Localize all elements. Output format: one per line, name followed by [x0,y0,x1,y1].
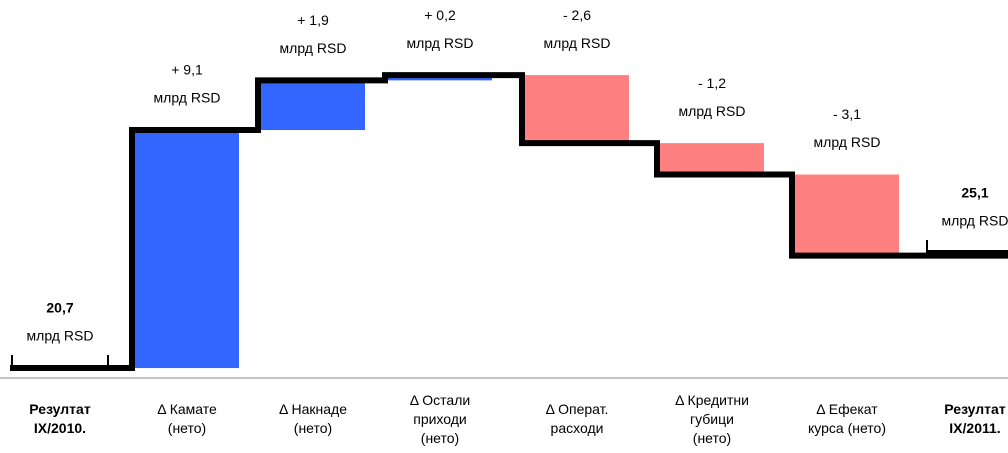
category-label: Резултат IX/2010. [29,401,91,436]
value-label: - 1,2 [698,75,726,91]
value-label: 20,7 [46,300,73,316]
unit-label: млрд RSD [27,328,94,344]
value-label: - 2,6 [563,7,591,23]
step-line [10,72,1008,372]
value-label: 25,1 [961,185,988,201]
bar [135,130,239,369]
category-label: Δ Накнаде (нето) [279,401,347,436]
bar [525,75,629,144]
bar [795,174,899,256]
bar [261,80,365,131]
value-label: + 0,2 [424,7,456,23]
value-label: + 9,1 [171,62,203,78]
category-label: Резултат IX/2011. [944,401,1006,436]
unit-label: млрд RSD [942,213,1008,229]
unit-label: млрд RSD [154,90,221,106]
unit-label: млрд RSD [814,134,881,150]
category-label: Δ Ефекат курса (нето) [807,401,886,436]
unit-label: млрд RSD [280,40,347,56]
unit-label: млрд RSD [679,103,746,119]
category-label: Δ Операт. расходи [545,401,609,436]
category-label: Δ Камате (нето) [157,401,217,436]
value-label: - 3,1 [833,106,861,122]
unit-label: млрд RSD [407,35,474,51]
value-label: + 1,9 [297,12,329,28]
category-label: Δ Кредитни губици (нето) [675,391,749,446]
category-label: Δ Остали приходи (нето) [409,391,471,446]
bar [660,143,764,175]
unit-label: млрд RSD [544,35,611,51]
